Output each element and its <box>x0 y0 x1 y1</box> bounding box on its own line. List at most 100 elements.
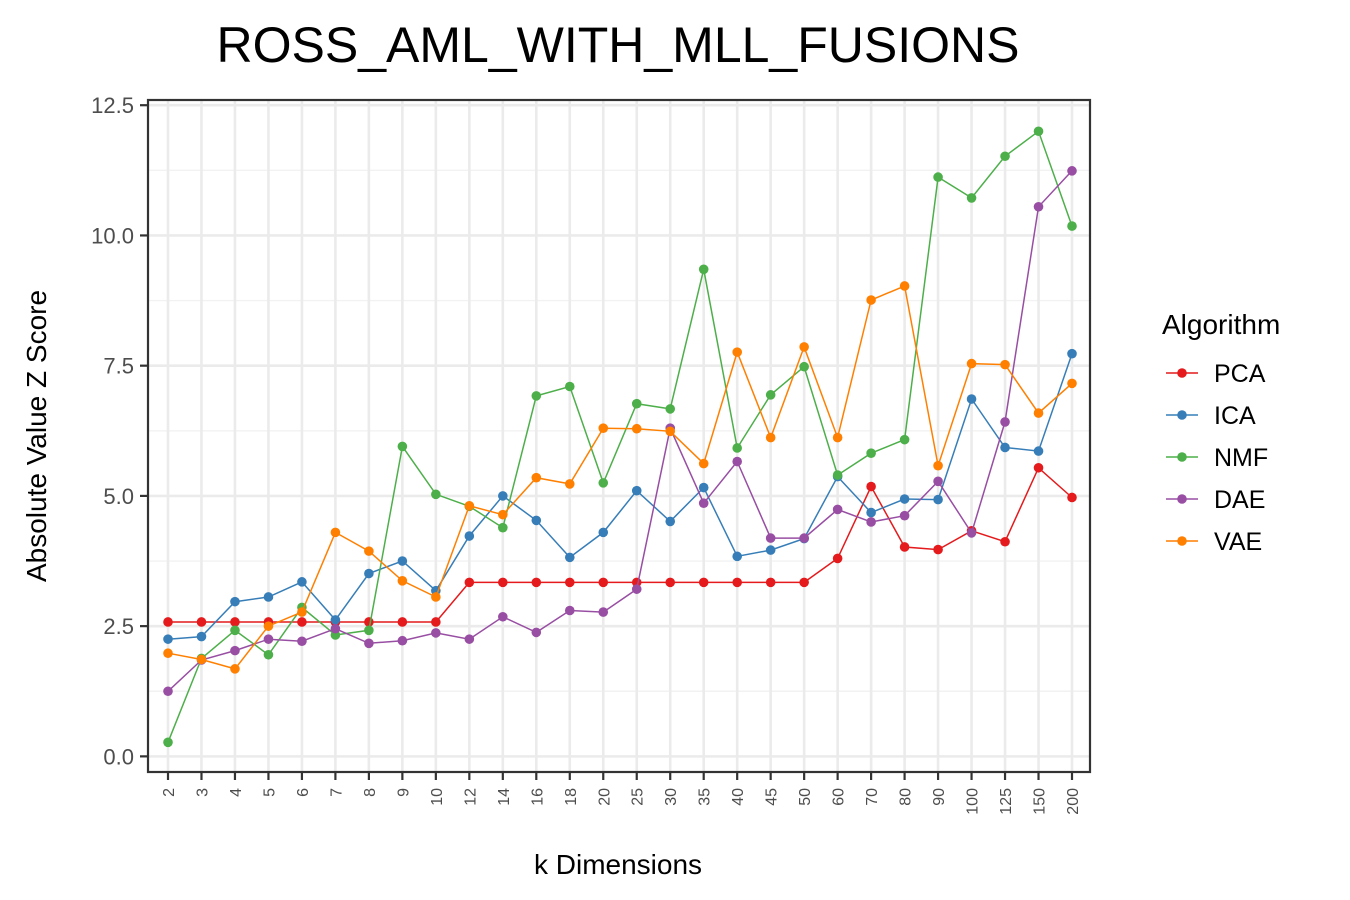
data-point-dae <box>163 686 173 697</box>
x-tick-label: 2 <box>161 788 178 797</box>
x-tick-label: 5 <box>261 788 278 797</box>
data-point-ica <box>397 556 408 566</box>
data-point-ica <box>732 551 742 562</box>
data-point-vae <box>966 358 977 369</box>
data-point-dae <box>598 607 609 617</box>
x-tick-label: 90 <box>931 788 948 806</box>
data-point-nmf <box>1000 151 1010 162</box>
data-point-dae <box>1067 166 1077 176</box>
y-tick-label: 12.5 <box>91 93 134 118</box>
data-point-nmf <box>732 443 742 453</box>
data-point-ica <box>364 568 374 579</box>
legend-key-point <box>1177 494 1187 504</box>
data-point-vae <box>163 648 173 659</box>
data-point-pca <box>397 617 408 627</box>
x-axis-title: k Dimensions <box>534 849 702 880</box>
legend-label: PCA <box>1214 360 1266 388</box>
series-pca <box>163 462 1077 627</box>
data-point-ica <box>631 485 642 496</box>
x-tick-label: 35 <box>697 788 714 806</box>
data-point-vae <box>196 654 207 665</box>
data-point-ica <box>498 491 508 501</box>
data-point-vae <box>364 546 374 556</box>
data-point-dae <box>1000 417 1010 427</box>
data-point-pca <box>431 617 441 627</box>
legend-item-nmf: NMF <box>1166 444 1268 472</box>
data-point-pca <box>1000 536 1010 547</box>
x-tick-label: 100 <box>965 788 982 815</box>
x-tick-label: 14 <box>496 788 513 806</box>
data-point-dae <box>531 627 542 638</box>
data-point-ica <box>531 515 542 526</box>
data-point-nmf <box>163 737 173 748</box>
data-point-nmf <box>832 470 843 480</box>
data-point-pca <box>531 577 542 588</box>
data-point-vae <box>631 423 642 434</box>
data-point-dae <box>498 611 508 622</box>
data-point-dae <box>933 476 943 487</box>
x-tick-label: 20 <box>596 788 613 806</box>
data-point-dae <box>832 504 843 515</box>
data-point-pca <box>163 617 173 627</box>
data-point-dae <box>397 635 408 646</box>
x-tick-label: 16 <box>529 788 546 806</box>
data-point-vae <box>698 458 709 469</box>
data-point-nmf <box>665 404 676 414</box>
series-layer <box>163 126 1077 748</box>
legend-key-point <box>1177 452 1187 462</box>
data-point-vae <box>330 527 341 538</box>
data-point-ica <box>899 494 910 504</box>
data-point-pca <box>297 617 307 627</box>
data-point-nmf <box>431 489 441 500</box>
data-point-ica <box>163 634 173 644</box>
x-tick-label: 9 <box>395 788 412 797</box>
data-point-nmf <box>531 391 542 401</box>
data-point-ica <box>765 545 776 555</box>
data-point-ica <box>263 592 274 602</box>
data-point-nmf <box>866 448 876 458</box>
legend-label: DAE <box>1214 486 1265 514</box>
x-tick-label: 8 <box>362 788 379 797</box>
data-point-dae <box>564 605 575 616</box>
data-point-vae <box>297 607 307 617</box>
data-point-vae <box>498 509 508 520</box>
y-tick-label: 2.5 <box>103 614 134 639</box>
data-point-pca <box>665 577 676 588</box>
legend-label: VAE <box>1214 528 1262 556</box>
data-point-pca <box>196 617 207 627</box>
legend-title: Algorithm <box>1162 309 1280 340</box>
data-point-dae <box>732 456 742 467</box>
data-point-vae <box>230 664 240 674</box>
data-point-nmf <box>1067 221 1077 231</box>
series-nmf <box>163 126 1077 748</box>
data-point-nmf <box>397 441 408 452</box>
data-point-ica <box>966 394 977 404</box>
y-axis: 0.0 2.5 5.0 7.5 10.0 12.5 <box>91 93 148 769</box>
data-point-nmf <box>230 625 240 636</box>
data-point-dae <box>631 584 642 594</box>
data-point-pca <box>832 553 843 564</box>
data-point-nmf <box>364 625 374 636</box>
data-point-dae <box>1033 201 1044 212</box>
y-tick-label: 0.0 <box>103 744 134 769</box>
y-axis-title: Absolute Value Z Score <box>21 290 52 582</box>
data-point-ica <box>866 507 876 518</box>
legend-key-point <box>1177 536 1187 546</box>
data-point-nmf <box>765 390 776 400</box>
data-point-dae <box>966 528 977 538</box>
data-point-ica <box>665 516 676 527</box>
data-point-nmf <box>933 172 943 182</box>
data-point-vae <box>598 423 609 433</box>
data-point-dae <box>799 533 809 543</box>
data-point-nmf <box>263 649 274 660</box>
data-point-vae <box>464 501 475 511</box>
data-point-dae <box>431 628 441 638</box>
data-point-dae <box>263 634 274 644</box>
data-point-vae <box>1033 408 1044 418</box>
data-point-pca <box>899 542 910 552</box>
data-point-vae <box>732 347 742 357</box>
data-point-vae <box>1000 359 1010 370</box>
legend: Algorithm PCA ICA NMF DAE VAE <box>1162 309 1280 556</box>
data-point-pca <box>933 544 943 555</box>
